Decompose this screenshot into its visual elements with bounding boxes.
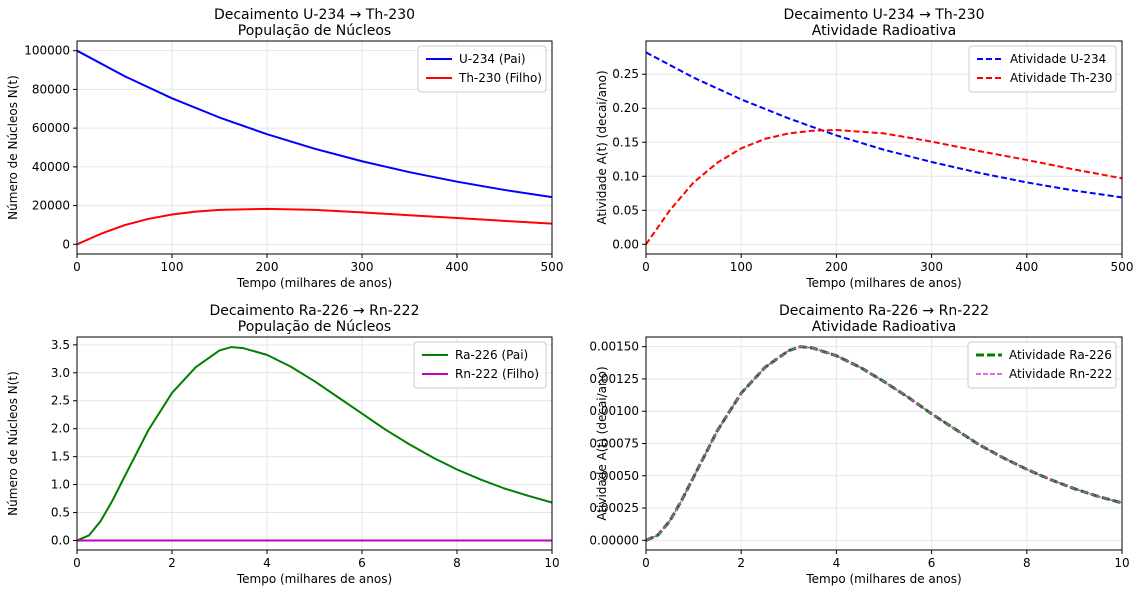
y-tick-label: 2.5 <box>51 394 70 408</box>
y-axis-label: Atividade A(t) (decai/ano) <box>595 70 609 224</box>
y-tick-label: 0.20 <box>612 101 639 115</box>
series-line-1 <box>77 49 552 199</box>
y-tick-label: 0.00 <box>612 237 639 251</box>
y-tick-label: 60000 <box>32 121 70 135</box>
axes-frame <box>76 40 553 255</box>
y-tick-label: 0 <box>62 237 70 251</box>
x-tick-label: 8 <box>1023 556 1031 570</box>
chart-subtitle: População de Núcleos <box>238 319 391 335</box>
x-tick-label: 0 <box>73 260 81 274</box>
x-tick-label: 10 <box>544 556 559 570</box>
y-axis-label: Número de Núcleos N(t) <box>6 371 20 516</box>
chart-title: Decaimento U-234 → Th-230 <box>783 7 984 23</box>
chart-subtitle: Atividade Radioativa <box>812 319 956 335</box>
x-tick-label: 0 <box>642 556 650 570</box>
x-tick-label: 2 <box>168 556 176 570</box>
y-tick-label: 0.00050 <box>589 469 639 483</box>
y-tick-label: 0.00075 <box>589 437 639 451</box>
chart-panel-4: 0 2 4 6 8 10 0.00000 0.00025 0.00050 0.00075 0.001… <box>589 303 1129 586</box>
y-tick-label: 80000 <box>32 82 70 96</box>
y-tick-label: 2.0 <box>51 422 70 436</box>
y-tick-label: 40000 <box>32 160 70 174</box>
x-tick-label: 0 <box>73 556 81 570</box>
legend-box <box>413 341 547 389</box>
x-tick-label: 300 <box>920 260 943 274</box>
legend-label: Th-230 (Filho) <box>458 71 542 85</box>
y-tick-label: 3.5 <box>51 338 70 352</box>
x-axis-label: Tempo (milhares de anos) <box>805 572 961 586</box>
chart-subtitle: População de Núcleos <box>238 23 391 39</box>
y-tick-label: 0.10 <box>612 169 639 183</box>
y-tick-label: 0.0 <box>51 533 70 547</box>
x-tick-label: 400 <box>1015 260 1038 274</box>
y-tick-label: 1.5 <box>51 450 70 464</box>
legend-label: Atividade U-234 <box>1010 52 1106 66</box>
legend-label: Atividade Ra-226 <box>1009 348 1112 362</box>
x-tick-label: 200 <box>256 260 279 274</box>
y-tick-label: 0.00150 <box>589 340 639 354</box>
x-tick-label: 500 <box>1111 260 1134 274</box>
chart-title: Decaimento Ra-226 → Rn-222 <box>779 303 989 319</box>
legend-label: Atividade Th-230 <box>1010 71 1112 85</box>
x-tick-label: 400 <box>446 260 469 274</box>
y-tick-label: 0.05 <box>612 203 639 217</box>
series-line-1 <box>646 51 1122 199</box>
y-tick-label: 100000 <box>24 44 70 58</box>
y-axis-label: Atividade A(t) (decai/ano) <box>595 366 609 520</box>
legend: Atividade Ra-226 Atividade Rn-222 <box>967 341 1117 389</box>
legend: Atividade U-234 Atividade Th-230 <box>968 45 1117 93</box>
y-tick-label: 0.00025 <box>589 501 639 515</box>
series-line-1 <box>77 346 552 542</box>
legend-label: Ra-226 (Pai) <box>455 348 528 362</box>
series-line-2 <box>646 129 1122 245</box>
legend: U-234 (Pai) Th-230 (Filho) <box>417 45 547 93</box>
x-tick-label: 4 <box>263 556 271 570</box>
y-tick-label: 0.00000 <box>589 533 639 547</box>
x-tick-label: 100 <box>730 260 753 274</box>
legend-label: Rn-222 (Filho) <box>455 367 539 381</box>
chart-title: Decaimento U-234 → Th-230 <box>214 7 415 23</box>
y-tick-label: 3.0 <box>51 366 70 380</box>
x-tick-label: 8 <box>453 556 461 570</box>
y-tick-label: 0.00100 <box>589 404 639 418</box>
x-tick-label: 0 <box>642 260 650 274</box>
chart-panel-3: 0 2 4 6 8 10 0.0 0.5 1.0 1.5 2.0 2.5 3.0 3.5 Decaiment… <box>6 303 560 586</box>
series-line-2 <box>646 345 1122 542</box>
chart-title: Decaimento Ra-226 → Rn-222 <box>210 303 420 319</box>
chart-subtitle: Atividade Radioativa <box>812 23 956 39</box>
x-tick-label: 500 <box>541 260 564 274</box>
y-tick-label: 20000 <box>32 199 70 213</box>
y-tick-label: 1.0 <box>51 478 70 492</box>
legend: Ra-226 (Pai) Rn-222 (Filho) <box>413 341 547 389</box>
x-tick-label: 6 <box>928 556 936 570</box>
chart-panel-1: 0 100 200 300 400 500 0 20000 40000 60000 80000 100… <box>6 7 563 290</box>
y-tick-label: 0.15 <box>612 135 639 149</box>
y-tick-label: 0.00125 <box>589 372 639 386</box>
x-tick-label: 200 <box>825 260 848 274</box>
chart-panel-2: 0 100 200 300 400 500 0.00 0.05 0.10 0.15 0.20 0.25… <box>595 7 1133 290</box>
legend-box <box>967 341 1117 389</box>
y-axis-label: Número de Núcleos N(t) <box>6 75 20 220</box>
x-axis-label: Tempo (milhares de anos) <box>236 572 392 586</box>
axes-frame <box>76 336 553 551</box>
x-tick-label: 4 <box>833 556 841 570</box>
x-axis-label: Tempo (milhares de anos) <box>805 276 961 290</box>
legend-label: U-234 (Pai) <box>459 52 526 66</box>
series-line-2 <box>77 207 552 246</box>
legend-box <box>968 45 1117 93</box>
x-axis-label: Tempo (milhares de anos) <box>236 276 392 290</box>
x-tick-label: 300 <box>351 260 374 274</box>
y-tick-label: 0.5 <box>51 506 70 520</box>
x-tick-label: 100 <box>161 260 184 274</box>
x-tick-label: 2 <box>737 556 745 570</box>
y-tick-label: 0.25 <box>612 67 639 81</box>
legend-box <box>417 45 547 93</box>
legend-label: Atividade Rn-222 <box>1009 367 1112 381</box>
x-tick-label: 6 <box>358 556 366 570</box>
axes-frame <box>645 40 1123 255</box>
x-tick-label: 10 <box>1114 556 1129 570</box>
